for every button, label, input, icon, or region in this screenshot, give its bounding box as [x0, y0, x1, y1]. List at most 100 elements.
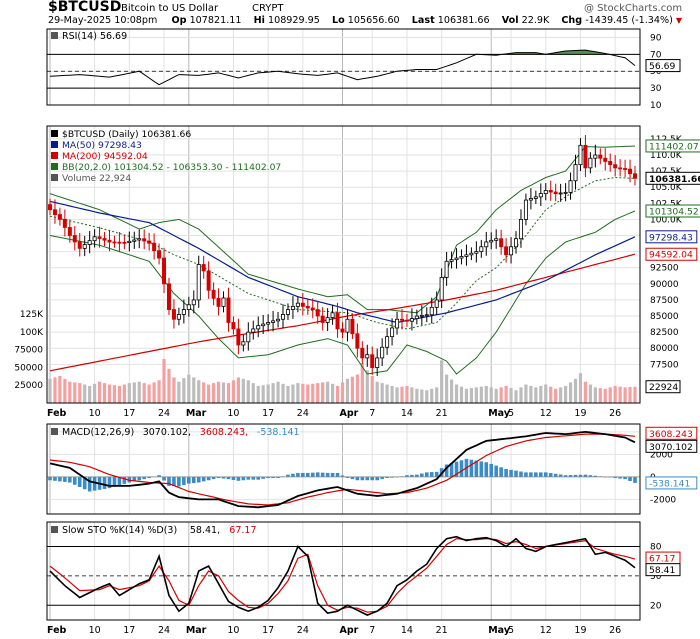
candle-body-45 [271, 320, 276, 323]
candle-body-116 [623, 168, 628, 170]
sto-k-line [49, 535, 636, 616]
macd-hist-bar-65 [370, 476, 375, 481]
volume-bar-72 [405, 385, 409, 403]
macd-hist-bar-92 [504, 469, 508, 477]
macd-hist-bar-5 [72, 476, 77, 485]
volume-ytick-2: 75000 [14, 346, 43, 356]
open-value: 107821.11 [189, 15, 242, 26]
macd-tag-0: 3608.243 [649, 429, 693, 440]
macd-hist-bar-50 [296, 472, 300, 477]
volume-bar-5 [73, 382, 77, 403]
candle-body-48 [285, 309, 290, 315]
volume-bar-24 [167, 368, 171, 403]
candle-body-103 [558, 192, 563, 195]
volume-bar-92 [504, 385, 508, 403]
price-tag-3: 97298.43 [649, 232, 693, 243]
volume-bar-15 [122, 384, 126, 403]
mid-xtick-15: 19 [574, 408, 586, 419]
macd-hist-bar-57 [330, 472, 335, 477]
volume-bar-33 [212, 383, 216, 403]
macd-hist-bar-66 [375, 476, 380, 481]
macd-hist-bar-54 [315, 472, 320, 477]
price-tag-2: 101304.52 [649, 207, 699, 218]
bottom-xtick-12: May [488, 625, 511, 636]
volume-bar-61 [350, 376, 355, 403]
volume-bar-113 [608, 387, 612, 403]
volume-bar-35 [221, 382, 226, 403]
macd-tag-1: 3070.102 [649, 442, 693, 453]
volume-bar-20 [147, 384, 151, 403]
volume-bar-50 [296, 383, 300, 403]
sto-tag-1: 58.41 [649, 565, 675, 576]
volume-bar-17 [132, 382, 136, 403]
macd-hist-bar-107 [578, 474, 583, 477]
price-ytick-4: 102.5K [650, 199, 683, 209]
candle-body-35 [221, 297, 226, 307]
volume-bar-89 [489, 387, 493, 403]
macd-hist-bar-98 [534, 472, 538, 477]
volume-bar-71 [400, 386, 404, 403]
macd-tag-1-box [645, 439, 698, 453]
macd-hist-bar-26 [177, 476, 181, 487]
candle-body-115 [618, 167, 623, 170]
price-ytick-14: 77500 [650, 360, 679, 370]
macd-hist-bar-68 [385, 476, 389, 478]
candle-body-46 [276, 318, 281, 322]
volume-bar-31 [202, 382, 206, 403]
candle-body-20 [147, 240, 152, 244]
macd-hist-bar-24 [167, 476, 171, 486]
macd-hist-bar-12 [107, 476, 112, 489]
candle-body-72 [404, 319, 409, 322]
candle-body-86 [474, 251, 479, 254]
volume-bar-109 [588, 384, 592, 403]
macd-hist-bar-22 [157, 475, 161, 477]
macd-legend-0: MACD(12,26,9) [62, 427, 134, 438]
macd-hist-bar-30 [196, 476, 201, 483]
mid-xtick-4: Mar [186, 408, 207, 419]
volume-bar-110 [593, 387, 597, 403]
volume-bar-60 [345, 378, 350, 403]
mid-xtick-12: May [488, 408, 511, 419]
macd-legend-2: 3608.243, [200, 427, 248, 438]
price-legend-1: MA(50) 97298.43 [62, 140, 142, 151]
candle-body-101 [548, 190, 553, 193]
ma50-line [49, 200, 636, 324]
macd-hist-bar-72 [405, 475, 409, 477]
macd-hist-bar-34 [216, 476, 221, 478]
macd-legend-swatch [51, 428, 58, 435]
macd-hist-bar-74 [415, 474, 419, 477]
bottom-xtick-5: 10 [227, 625, 239, 636]
candle-body-25 [171, 309, 176, 320]
sto-ytick-1: 50 [650, 572, 662, 582]
macd-hist-bar-1 [53, 476, 57, 481]
candle-body-69 [390, 327, 395, 338]
macd-hist-bar-18 [137, 476, 142, 481]
volume-bar-56 [326, 381, 330, 403]
candle-body-82 [454, 257, 459, 261]
volume-bar-99 [539, 385, 543, 403]
sto-ytick-0: 80 [650, 543, 662, 553]
candle-body-33 [211, 289, 216, 299]
macd-hist-bar-77 [429, 472, 434, 477]
candle-body-77 [429, 306, 434, 316]
candle-body-13 [112, 241, 117, 244]
mid-xtick-7: 24 [297, 408, 309, 419]
candle-body-89 [489, 239, 494, 243]
price-ytick-11: 85000 [650, 312, 679, 322]
volume-bar-11 [102, 383, 107, 403]
candle-body-99 [538, 193, 543, 198]
volume-bar-67 [380, 383, 384, 403]
candle-body-41 [251, 328, 256, 333]
macd-hist-bar-60 [345, 476, 350, 478]
volume-bar-57 [330, 383, 335, 403]
macd-hist-bar-62 [355, 476, 360, 481]
price-legend-swatch-2 [51, 152, 58, 159]
macd-hist-bar-59 [340, 475, 345, 477]
volume-bar-10 [97, 381, 102, 403]
macd-hist-bar-73 [410, 474, 414, 477]
candle-body-70 [395, 318, 400, 329]
volume-bar-3 [63, 378, 67, 403]
candle-body-42 [256, 325, 261, 330]
bottom-xtick-2: 17 [123, 625, 135, 636]
volume-bar-81 [449, 379, 454, 403]
